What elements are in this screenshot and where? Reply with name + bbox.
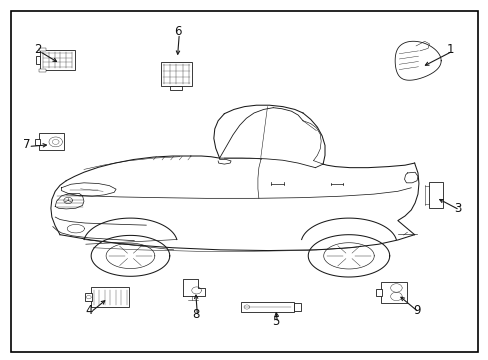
- Bar: [39, 69, 46, 72]
- Bar: [91, 287, 129, 307]
- Text: 8: 8: [191, 308, 199, 321]
- Bar: [375, 289, 381, 296]
- Bar: [39, 48, 46, 51]
- Text: 2: 2: [34, 43, 41, 56]
- Bar: [293, 303, 300, 311]
- Bar: [428, 181, 443, 208]
- Text: 5: 5: [271, 315, 279, 328]
- Text: 7: 7: [22, 138, 30, 151]
- Bar: [41, 50, 75, 70]
- Text: 9: 9: [412, 304, 420, 317]
- Bar: [161, 62, 192, 86]
- Bar: [241, 302, 293, 312]
- Text: 4: 4: [85, 304, 92, 317]
- Bar: [40, 134, 64, 150]
- Text: 3: 3: [453, 202, 461, 215]
- Bar: [36, 56, 41, 64]
- Text: 6: 6: [173, 25, 181, 38]
- Bar: [35, 139, 41, 145]
- Bar: [170, 86, 182, 90]
- Text: 1: 1: [446, 43, 453, 56]
- Bar: [380, 282, 407, 303]
- Bar: [85, 293, 92, 301]
